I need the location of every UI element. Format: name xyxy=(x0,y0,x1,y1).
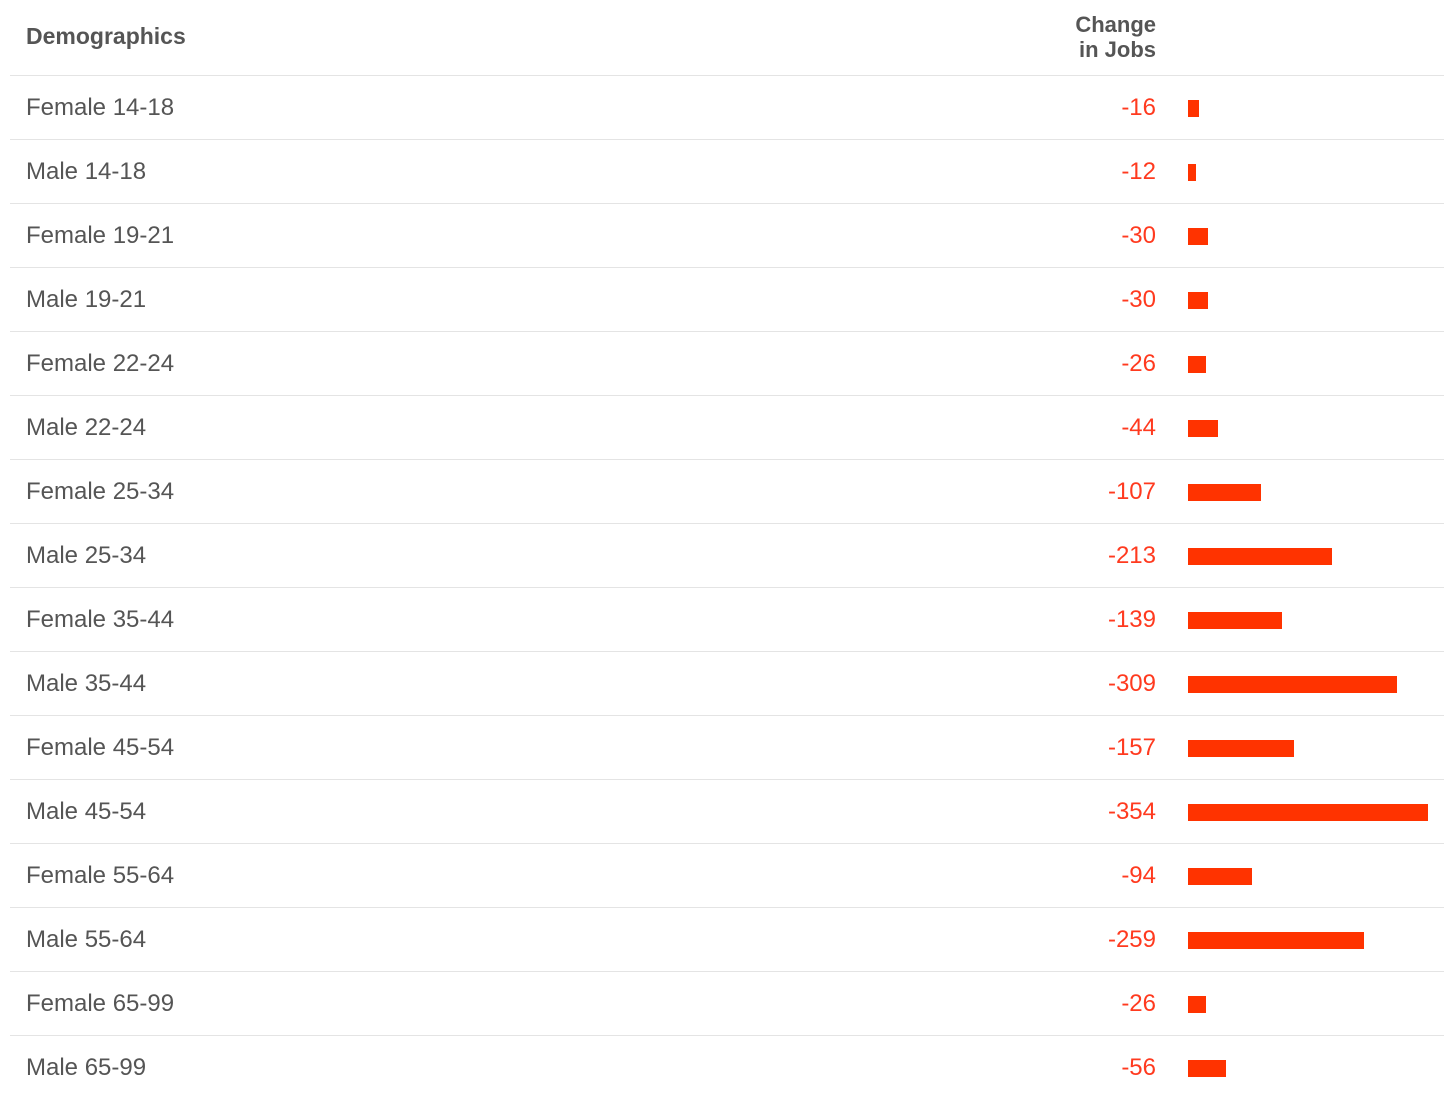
row-value: -26 xyxy=(1121,350,1156,377)
row-label: Female 45-54 xyxy=(26,734,175,761)
bar xyxy=(1188,356,1206,373)
table-row: Male 35-44 -309 xyxy=(10,652,1444,716)
column-header-change-line1: Change xyxy=(1075,12,1156,37)
bar xyxy=(1188,1060,1226,1077)
bar xyxy=(1188,164,1196,181)
row-label: Female 35-44 xyxy=(26,606,175,633)
bar xyxy=(1188,740,1294,757)
row-value: -56 xyxy=(1121,1054,1156,1081)
row-value: -16 xyxy=(1121,94,1156,121)
row-value: -259 xyxy=(1107,926,1156,953)
row-value: -94 xyxy=(1121,862,1156,889)
bar xyxy=(1188,932,1364,949)
table-row: Female 22-24 -26 xyxy=(10,332,1444,396)
row-label: Male 35-44 xyxy=(26,670,147,697)
row-label: Male 22-24 xyxy=(26,414,147,441)
row-label: Male 55-64 xyxy=(26,926,147,953)
row-value: -213 xyxy=(1107,542,1156,569)
row-label: Female 25-34 xyxy=(26,478,175,505)
row-label: Male 65-99 xyxy=(26,1054,147,1081)
table-row: Male 45-54 -354 xyxy=(10,780,1444,844)
row-label: Female 65-99 xyxy=(26,990,175,1017)
row-value: -26 xyxy=(1121,990,1156,1017)
bar xyxy=(1188,548,1332,565)
row-label: Female 14-18 xyxy=(26,94,175,121)
column-header-demographics[interactable]: Demographics xyxy=(26,23,186,49)
table-header: Demographics Change in Jobs xyxy=(10,0,1444,76)
table-row: Female 25-34 -107 xyxy=(10,460,1444,524)
bar xyxy=(1188,676,1397,693)
table-row: Male 25-34 -213 xyxy=(10,524,1444,588)
row-value: -12 xyxy=(1121,158,1156,185)
table-row: Female 14-18 -16 xyxy=(10,76,1444,140)
table-row: Female 19-21 -30 xyxy=(10,204,1444,268)
table-body: Female 14-18 -16 Male 14-18 -12 Female 19-21… xyxy=(10,76,1444,1099)
row-label: Female 22-24 xyxy=(26,350,175,377)
row-value: -107 xyxy=(1107,478,1156,505)
table-row: Female 55-64 -94 xyxy=(10,844,1444,908)
demographics-table: Demographics Change in Jobs Female 14-18… xyxy=(10,0,1444,1099)
table-row: Male 65-99 -56 xyxy=(10,1036,1444,1099)
row-label: Male 45-54 xyxy=(26,798,147,825)
row-label: Female 19-21 xyxy=(26,222,175,249)
bar xyxy=(1188,804,1428,821)
row-value: -30 xyxy=(1121,286,1156,313)
bar xyxy=(1188,100,1199,117)
table-row: Female 65-99 -26 xyxy=(10,972,1444,1036)
row-value: -354 xyxy=(1107,798,1156,825)
bar xyxy=(1188,996,1206,1013)
row-value: -309 xyxy=(1107,670,1156,697)
bar xyxy=(1188,868,1252,885)
row-label: Male 25-34 xyxy=(26,542,147,569)
row-value: -139 xyxy=(1107,606,1156,633)
column-header-change-in-jobs[interactable]: Change in Jobs xyxy=(1075,12,1156,62)
table-row: Female 45-54 -157 xyxy=(10,716,1444,780)
row-label: Male 19-21 xyxy=(26,286,147,313)
bar xyxy=(1188,420,1218,437)
bar xyxy=(1188,612,1282,629)
row-value: -44 xyxy=(1121,414,1156,441)
table-row: Male 55-64 -259 xyxy=(10,908,1444,972)
row-value: -157 xyxy=(1107,734,1156,761)
table-row: Female 35-44 -139 xyxy=(10,588,1444,652)
table-row: Male 19-21 -30 xyxy=(10,268,1444,332)
bar xyxy=(1188,292,1208,309)
table-row: Male 22-24 -44 xyxy=(10,396,1444,460)
row-label: Female 55-64 xyxy=(26,862,175,889)
table-row: Male 14-18 -12 xyxy=(10,140,1444,204)
row-value: -30 xyxy=(1121,222,1156,249)
bar xyxy=(1188,484,1261,501)
bar xyxy=(1188,228,1208,245)
row-label: Male 14-18 xyxy=(26,158,147,185)
column-header-change-line2: in Jobs xyxy=(1078,37,1156,62)
